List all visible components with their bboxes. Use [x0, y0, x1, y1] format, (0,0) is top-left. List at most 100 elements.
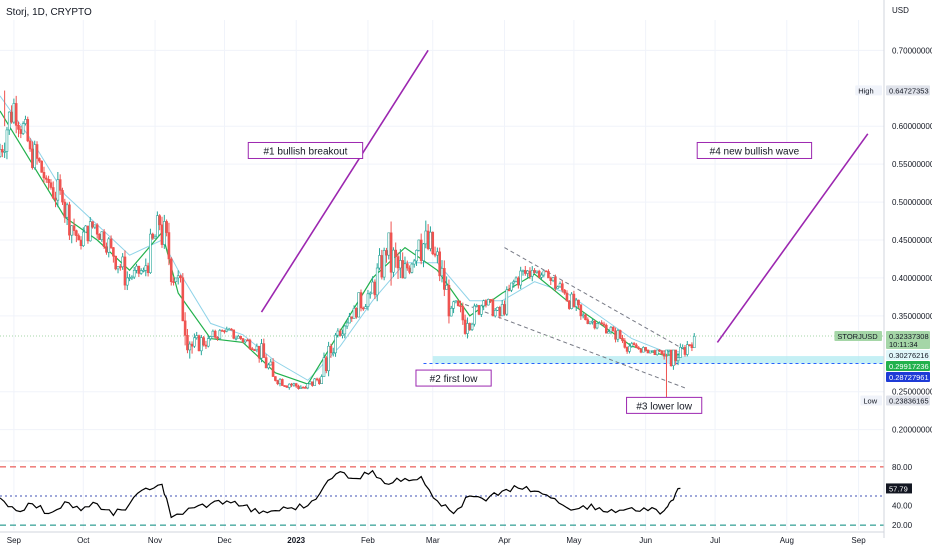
candle-body	[290, 383, 293, 386]
candle-body	[646, 349, 650, 354]
candle-body	[172, 281, 175, 283]
candle-body	[533, 270, 536, 273]
candle-body	[91, 221, 94, 228]
price-marker-low: 0.23836165 Low	[860, 395, 930, 406]
candle-body	[112, 247, 115, 257]
price-marker-name-box	[855, 85, 882, 96]
annotation-box	[696, 141, 813, 159]
candle-body	[373, 281, 377, 296]
time-tick-label: 2023	[287, 536, 305, 545]
candle-body	[565, 292, 569, 302]
candle-body	[667, 349, 671, 352]
candle-body	[179, 275, 182, 279]
candle-body	[537, 270, 541, 278]
candle-body	[14, 103, 18, 126]
candle-body	[334, 334, 337, 354]
candle-body	[426, 230, 430, 249]
candle-body	[149, 233, 152, 273]
price-marker-support: 0.28727961	[886, 372, 930, 382]
candle-body	[637, 347, 641, 350]
candle-body	[567, 300, 571, 309]
grid	[0, 20, 884, 530]
candle-body	[304, 387, 307, 389]
candle-body	[679, 347, 682, 358]
rsi-tick-label: 40.00	[892, 502, 913, 511]
candle-body	[618, 330, 622, 339]
candle-body	[264, 357, 268, 369]
price-marker-box	[886, 372, 930, 382]
candle-body	[524, 270, 527, 274]
candle-body	[512, 281, 516, 284]
candle-body	[188, 343, 192, 351]
candle-body	[484, 300, 488, 306]
candle-body	[412, 260, 416, 265]
candle-body	[514, 277, 518, 282]
candle-body	[584, 314, 587, 321]
candle-body	[605, 324, 608, 334]
annotations: #1 bullish breakout #2 first low #3 lower …	[247, 141, 813, 414]
candle-body	[341, 333, 344, 336]
rsi-panel	[0, 466, 884, 526]
candle-body	[322, 357, 326, 377]
time-tick-label: Mar	[426, 536, 440, 545]
candle-body	[128, 277, 131, 279]
candle-body	[137, 265, 141, 274]
candle-body	[267, 364, 270, 369]
candle-body	[355, 307, 358, 318]
candle-body	[271, 361, 275, 377]
price-marker-time: 10:11:34	[889, 340, 918, 349]
candle-body	[79, 239, 83, 246]
rsi-current-value: 57.79	[889, 484, 908, 493]
candle-body	[160, 224, 164, 245]
candle-body	[477, 305, 481, 315]
annotation-text: #2 first low	[430, 374, 479, 385]
candle-body	[452, 301, 455, 309]
candle-body	[165, 221, 168, 233]
candle-body	[378, 255, 381, 269]
candle-body	[623, 340, 627, 348]
candle-body	[473, 305, 476, 325]
candle-body	[181, 277, 185, 322]
price-marker-name-box	[834, 331, 882, 342]
candle-body	[602, 323, 606, 326]
candle-body	[616, 330, 620, 340]
candle-body	[401, 260, 404, 279]
price-tick-label: 0.45000000	[892, 236, 932, 245]
candle-body	[278, 379, 282, 385]
candle-body	[318, 379, 321, 384]
candle-body	[503, 304, 506, 315]
candle-body	[688, 344, 691, 346]
candle-body	[431, 231, 435, 255]
candle-body	[443, 268, 446, 290]
price-marker-name: Low	[863, 397, 877, 406]
candle-body	[570, 293, 573, 309]
price-marker-name: High	[858, 86, 873, 95]
candle-body	[44, 177, 48, 180]
candle-body	[572, 293, 576, 307]
candle-body	[535, 270, 539, 273]
candle-body	[454, 300, 458, 303]
candle-body	[123, 256, 127, 286]
candle-body	[581, 314, 585, 317]
candle-body	[480, 305, 483, 315]
candle-body	[176, 275, 180, 279]
candle-body	[156, 215, 159, 238]
candle-body	[385, 250, 388, 256]
candle-body	[7, 111, 11, 131]
annotation-box	[247, 141, 364, 159]
candle-body	[5, 129, 9, 152]
time-tick-label: May	[566, 536, 581, 545]
annotation-text: #3 lower low	[636, 401, 692, 412]
candle-body	[47, 179, 50, 184]
candle-body	[320, 376, 323, 384]
time-tick-label: Jun	[639, 536, 652, 545]
candle-body	[102, 231, 106, 248]
candle-body	[84, 225, 87, 233]
candle-body	[248, 339, 252, 349]
candle-body	[239, 335, 242, 339]
candle-body	[468, 323, 472, 330]
candle-body	[521, 270, 525, 272]
annotation-3: #3 lower low	[626, 396, 703, 414]
